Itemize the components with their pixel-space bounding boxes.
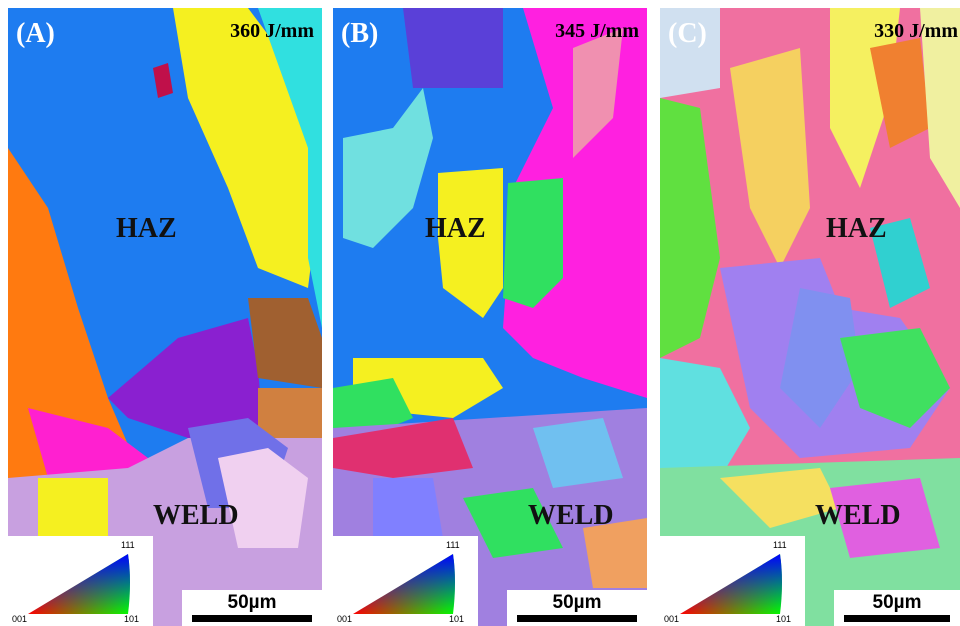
weld-label: WELD (153, 500, 239, 532)
ipf-key: 111 001 101 (333, 536, 478, 626)
ipf-label: 001 (12, 614, 27, 624)
ipf-key: 111 001 101 (8, 536, 153, 626)
ipf-label: 111 (446, 540, 460, 550)
scale-label: 50µm (834, 592, 960, 614)
ipf-label: 001 (664, 614, 679, 624)
panel-label: (C) (668, 18, 707, 50)
panel-label: (B) (341, 18, 378, 50)
ipf-key: 111 001 101 (660, 536, 805, 626)
haz-label: HAZ (425, 213, 486, 245)
scale-bar: 50µm (834, 590, 960, 626)
energy-label: 345 J/mm (555, 20, 639, 43)
ipf-label: 001 (337, 614, 352, 624)
haz-label: HAZ (826, 213, 887, 245)
scale-bar: 50µm (182, 590, 322, 626)
scale-label: 50µm (507, 592, 647, 614)
energy-label: 360 J/mm (230, 20, 314, 43)
scale-bar: 50µm (507, 590, 647, 626)
page: {"panels": [ {"label": "(A)", "energy": … (0, 0, 960, 626)
panel-a: (A) 360 J/mm HAZ WELD 111 001 101 50µm (8, 8, 322, 626)
ipf-label: 111 (773, 540, 787, 550)
ipf-label: 101 (449, 614, 464, 624)
ipf-label: 111 (121, 540, 135, 550)
panel-b: (B) 345 J/mm HAZ WELD 111 001 101 50µm (333, 8, 647, 626)
ipf-label: 101 (776, 614, 791, 624)
energy-label: 330 J/mm (874, 20, 958, 43)
ebsd-map (333, 8, 647, 626)
weld-label: WELD (815, 500, 901, 532)
ebsd-map (660, 8, 960, 626)
panel-label: (A) (16, 18, 55, 50)
haz-label: HAZ (116, 213, 177, 245)
ipf-label: 101 (124, 614, 139, 624)
ebsd-map (8, 8, 322, 626)
scale-label: 50µm (182, 592, 322, 614)
weld-label: WELD (528, 500, 614, 532)
panel-c: (C) 330 J/mm HAZ WELD 111 001 101 50µm (660, 8, 960, 626)
